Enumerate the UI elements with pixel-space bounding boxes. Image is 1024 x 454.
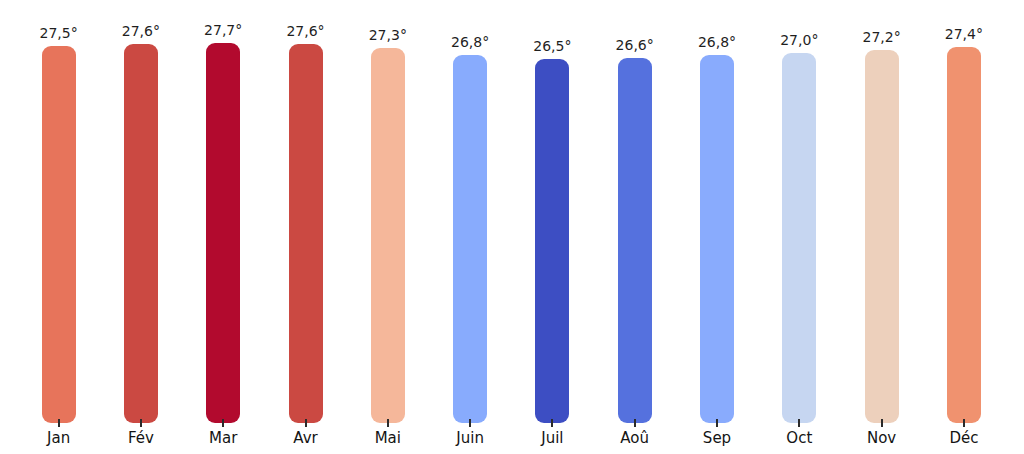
x-axis-label: Mar — [178, 429, 268, 447]
temperature-bar — [865, 50, 899, 423]
bar-value-label: 26,5° — [507, 38, 597, 54]
temperature-bar — [618, 58, 652, 423]
x-axis-label: Mai — [343, 429, 433, 447]
temperature-bar — [124, 44, 158, 423]
bar-value-label: 27,0° — [754, 32, 844, 48]
bar-value-label: 27,7° — [178, 22, 268, 38]
x-axis-label: Juil — [507, 429, 597, 447]
monthly-temperature-bar-chart: 27,5° Jan 27,6° Fév 27,7° Mar 27,6° Avr 27,3° Mai… — [0, 0, 1024, 454]
temperature-bar — [289, 44, 323, 423]
temperature-bar — [371, 48, 405, 423]
bar-value-label: 27,5° — [14, 25, 104, 41]
x-axis-label: Sep — [672, 429, 762, 447]
bar-value-label: 27,6° — [96, 23, 186, 39]
temperature-bar — [453, 55, 487, 423]
bar-value-label: 27,3° — [343, 27, 433, 43]
bar-value-label: 27,4° — [919, 26, 1009, 42]
x-axis-tick — [634, 419, 636, 427]
bar-value-label: 26,8° — [425, 34, 515, 50]
x-axis-label: Jan — [14, 429, 104, 447]
x-axis-tick — [387, 419, 389, 427]
x-axis-tick — [58, 419, 60, 427]
temperature-bar — [535, 59, 569, 423]
x-axis-label: Oct — [754, 429, 844, 447]
x-axis-tick — [469, 419, 471, 427]
x-axis-tick — [881, 419, 883, 427]
x-axis-label: Nov — [837, 429, 927, 447]
x-axis-tick — [551, 419, 553, 427]
x-axis-tick — [222, 419, 224, 427]
x-axis-label: Avr — [261, 429, 351, 447]
bar-value-label: 26,6° — [590, 37, 680, 53]
x-axis-label: Juin — [425, 429, 515, 447]
x-axis-tick — [798, 419, 800, 427]
temperature-bar — [42, 46, 76, 423]
x-axis-tick — [963, 419, 965, 427]
temperature-bar — [700, 55, 734, 423]
x-axis-tick — [716, 419, 718, 427]
temperature-bar — [782, 53, 816, 423]
bar-value-label: 27,2° — [837, 29, 927, 45]
x-axis-label: Déc — [919, 429, 1009, 447]
bar-value-label: 26,8° — [672, 34, 762, 50]
temperature-bar — [947, 47, 981, 423]
bar-value-label: 27,6° — [261, 23, 351, 39]
temperature-bar — [206, 43, 240, 423]
x-axis-label: Aoû — [590, 429, 680, 447]
x-axis-tick — [305, 419, 307, 427]
x-axis-tick — [140, 419, 142, 427]
x-axis-label: Fév — [96, 429, 186, 447]
